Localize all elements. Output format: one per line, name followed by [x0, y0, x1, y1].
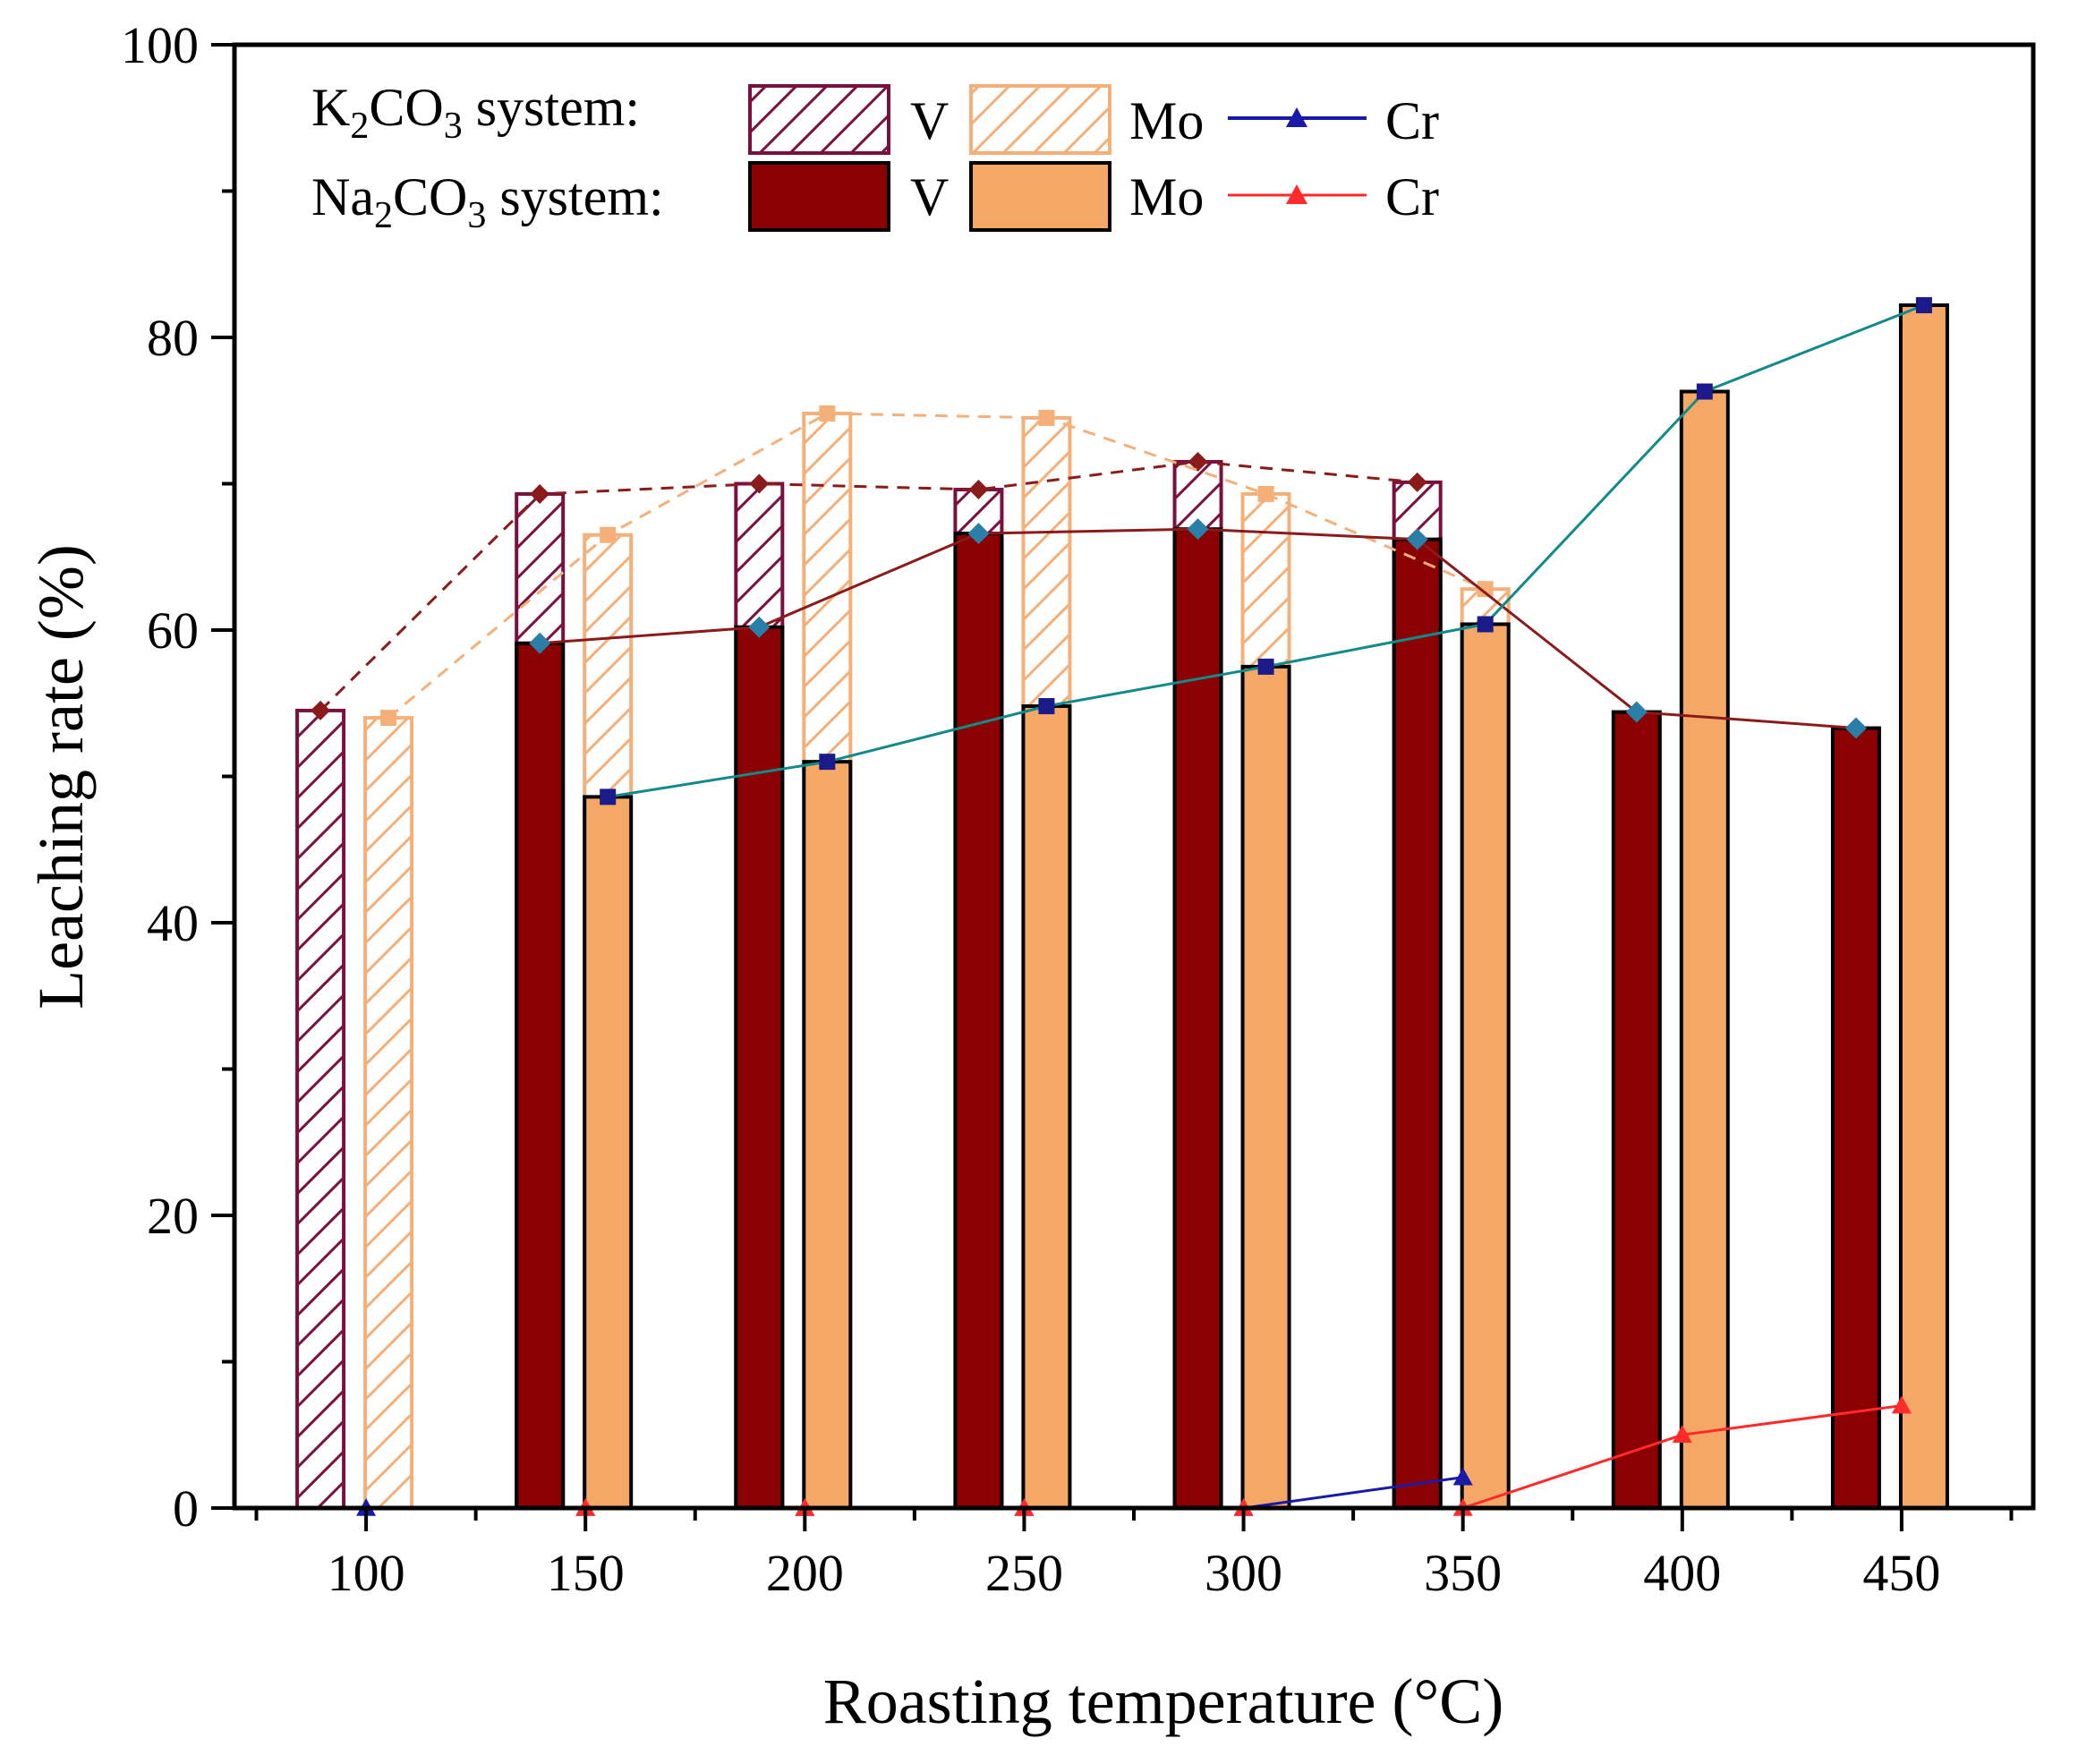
bar-na2co3-mo-400	[1679, 389, 1730, 1510]
bar-na2co3-mo-150	[583, 795, 634, 1510]
bar-k2co3-v-100	[295, 708, 346, 1510]
marker-k2co3-v-1	[530, 483, 550, 504]
line-k2co3-mo	[387, 412, 1486, 720]
y-tick-label-0: 0	[173, 1479, 199, 1538]
bars-layer	[295, 303, 1949, 1511]
y-tick-label-40: 40	[147, 894, 199, 952]
bar-na2co3-v-300	[1172, 527, 1223, 1510]
marker-k2co3-v-5	[1407, 472, 1427, 492]
x-tick-label-250: 250	[985, 1544, 1063, 1602]
y-tick-label-20: 20	[147, 1187, 199, 1245]
marker-k2co3-mo-2	[819, 405, 836, 422]
x-tick-label-150: 150	[547, 1544, 625, 1602]
x-tick-label-350: 350	[1424, 1544, 1502, 1602]
marker-k2co3-mo-4	[1257, 485, 1274, 502]
marker-k2co3-v-4	[1188, 451, 1208, 472]
bar-na2co3-mo-450	[1898, 303, 1949, 1510]
marker-na2co3-v-0	[529, 632, 551, 654]
marker-na2co3-v-6	[1844, 717, 1867, 739]
marker-na2co3-mo-3	[1257, 658, 1274, 675]
legend-na2co3-mo-swatch	[969, 161, 1111, 232]
marker-k2co3-mo-3	[1038, 409, 1055, 426]
marker-na2co3-v-3	[1187, 518, 1209, 541]
marker-na2co3-v-2	[967, 523, 990, 545]
marker-na2co3-mo-0	[600, 788, 617, 805]
bar-na2co3-mo-350	[1460, 622, 1511, 1510]
legend-row-k2co3-label: K2CO3 system:	[311, 78, 640, 147]
legend-na2co3-mo-label: Mo	[1129, 167, 1204, 226]
marker-k2co3-v-3	[968, 480, 989, 500]
y-axis-title: Leaching rate (%)	[25, 544, 97, 1010]
plot-frame	[232, 42, 2036, 1511]
marker-na2co3-mo-4	[1477, 616, 1494, 633]
marker-na2co3-mo-5	[1696, 383, 1713, 400]
marker-k2co3-mo-0	[380, 710, 397, 727]
bar-na2co3-mo-300	[1240, 664, 1291, 1510]
legend-k2co3-mo-swatch	[969, 84, 1111, 155]
axes-layer: 0 20 40 60 80 100 100 150 200 250 300 350 400 450	[121, 16, 2014, 1602]
x-tick-label-450: 450	[1862, 1544, 1940, 1602]
marker-k2co3-cr-5	[1452, 1467, 1473, 1486]
bar-na2co3-mo-250	[1021, 704, 1072, 1510]
marker-k2co3-v-0	[311, 700, 331, 720]
marker-na2co3-cr-5	[1672, 1425, 1692, 1444]
legend-na2co3-v-label: V	[910, 167, 949, 226]
legend-k2co3-v-swatch	[748, 84, 890, 155]
bar-na2co3-v-250	[953, 532, 1004, 1511]
marker-na2co3-v-5	[1625, 701, 1648, 723]
legend-row-na2co3-label: Na2CO3 system:	[311, 167, 664, 236]
bar-na2co3-v-350	[1392, 537, 1443, 1510]
marker-na2co3-v-4	[1406, 528, 1428, 550]
legend-k2co3-mo-label: Mo	[1129, 91, 1204, 150]
marker-k2co3-v-2	[749, 473, 770, 494]
marker-na2co3-cr-6	[1891, 1395, 1912, 1414]
bar-k2co3-mo-100	[363, 716, 414, 1510]
legend-na2co3-cr-marker	[1286, 184, 1307, 204]
legend-k2co3-cr-label: Cr	[1385, 91, 1439, 150]
marker-na2co3-mo-6	[1915, 297, 1932, 314]
x-tick-label-200: 200	[766, 1544, 844, 1602]
bar-na2co3-v-150	[515, 641, 566, 1510]
legend: K2CO3 system: V Mo Cr Na2CO3 system: V M…	[311, 78, 1439, 236]
x-tick-label-400: 400	[1643, 1544, 1721, 1602]
marker-na2co3-v-1	[748, 616, 771, 638]
x-tick-label-100: 100	[328, 1544, 405, 1602]
bar-na2co3-v-450	[1830, 726, 1881, 1510]
legend-k2co3-v-label: V	[910, 91, 949, 150]
x-tick-label-300: 300	[1205, 1544, 1282, 1602]
y-tick-label-80: 80	[147, 309, 199, 367]
marker-k2co3-mo-1	[600, 526, 617, 543]
legend-k2co3-cr-marker	[1286, 107, 1307, 127]
marker-na2co3-mo-1	[819, 754, 836, 771]
y-tick-label-60: 60	[147, 601, 199, 660]
y-tick-label-100: 100	[121, 16, 199, 74]
legend-na2co3-v-swatch	[748, 161, 890, 232]
legend-na2co3-cr-label: Cr	[1385, 167, 1439, 226]
bar-na2co3-v-400	[1611, 710, 1662, 1510]
marker-na2co3-mo-2	[1038, 698, 1055, 715]
marker-k2co3-mo-5	[1477, 581, 1494, 598]
x-axis-title: Roasting temperature (°C)	[823, 1666, 1504, 1737]
bar-na2co3-mo-200	[802, 760, 853, 1510]
bar-na2co3-v-200	[734, 625, 785, 1510]
